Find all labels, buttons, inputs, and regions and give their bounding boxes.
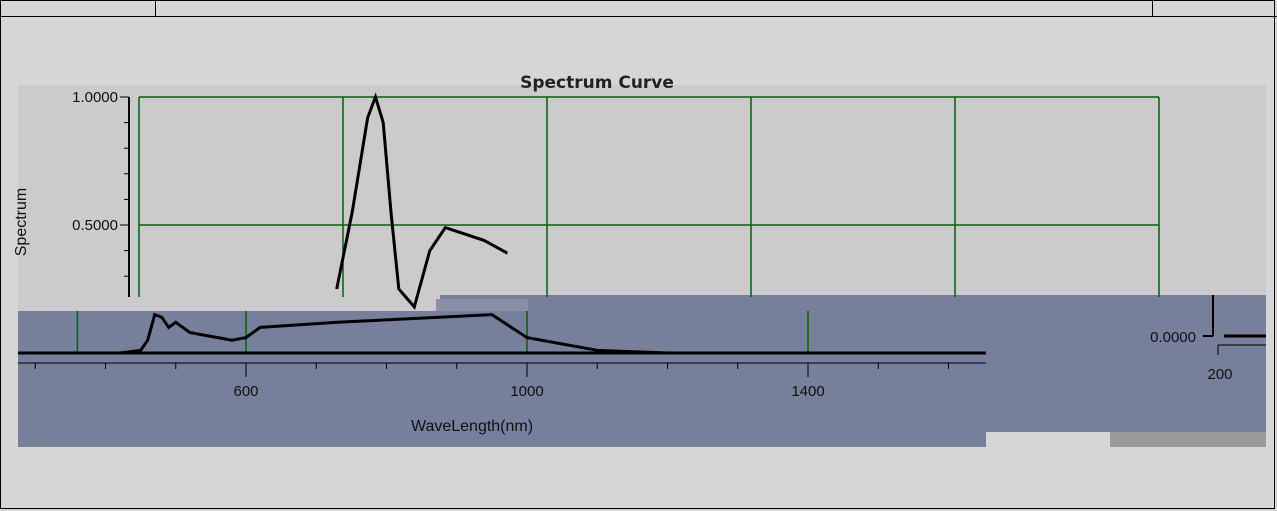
y-tick-label: 1.0000	[72, 89, 118, 106]
inset-x-tick-label: 200	[1207, 366, 1232, 383]
x-tick-label: 600	[233, 383, 258, 400]
spectrum-curve-series	[335, 92, 509, 311]
x-tick-label: 1400	[791, 383, 824, 400]
y-axis-label: Spectrum	[13, 188, 30, 256]
chart-title: Spectrum Curve	[520, 73, 674, 93]
header-strip	[0, 0, 1277, 17]
offset-band-right	[986, 295, 1266, 432]
offset-band-top	[440, 295, 986, 311]
main-ticks: 1.0000 0.5000	[72, 89, 129, 277]
x-axis-label: WaveLength(nm)	[411, 418, 533, 435]
y-tick-label: 0.5000	[72, 217, 118, 234]
plot-background	[18, 85, 1266, 311]
x-axis-ticks: 600 1000 1400	[34, 363, 949, 400]
header-divider	[1152, 0, 1153, 17]
lower-grid	[76, 311, 809, 353]
header-divider	[155, 0, 156, 17]
main-grid	[138, 96, 1160, 297]
artifact-block	[436, 299, 528, 311]
x-tick-label: 1000	[510, 383, 543, 400]
offset-band-left	[18, 311, 986, 447]
offset-band-strip	[1110, 432, 1266, 447]
inset-y-tick-label: 0.0000	[1150, 329, 1196, 346]
